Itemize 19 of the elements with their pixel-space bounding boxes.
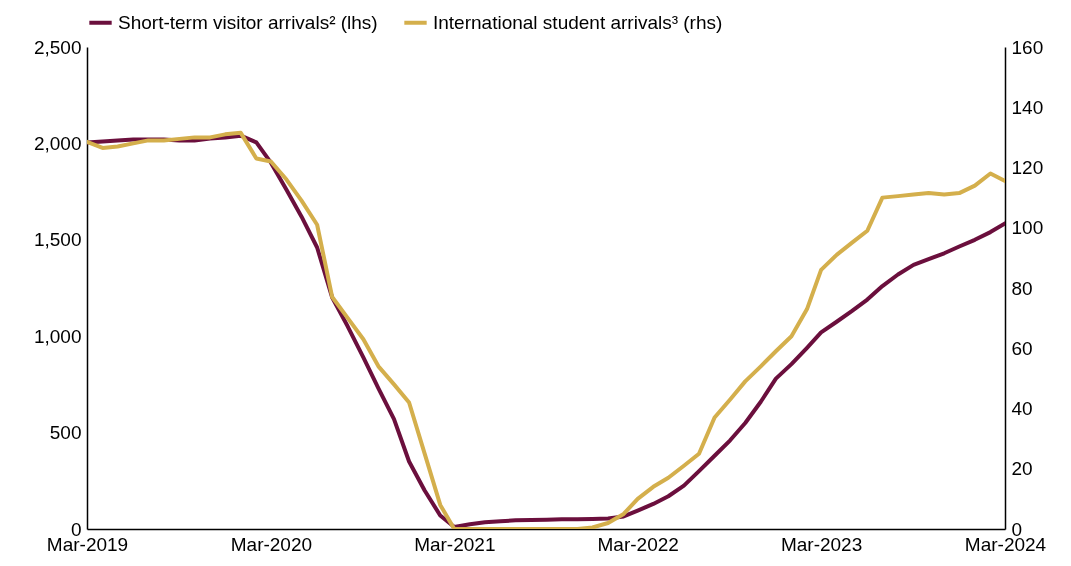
y-tick-label: 500 xyxy=(49,422,82,444)
x-tick-label: Mar-2021 xyxy=(414,533,496,555)
x-tick-label: Mar-2022 xyxy=(597,533,679,555)
x-tick-label: Mar-2020 xyxy=(230,533,313,555)
y2-tick-label: 60 xyxy=(1011,337,1033,359)
x-tick-label: Mar-2023 xyxy=(780,533,863,555)
y2-tick-label: 140 xyxy=(1011,96,1044,118)
legend-label: International student arrivals³ (rhs) xyxy=(433,11,723,33)
y-tick-label: 1,500 xyxy=(33,229,82,251)
y2-tick-label: 120 xyxy=(1011,157,1044,178)
y-tick-label: 2,000 xyxy=(33,132,82,154)
y-tick-label: 1,000 xyxy=(33,325,82,347)
y2-tick-label: 40 xyxy=(1011,398,1033,419)
y2-tick-label: 20 xyxy=(1011,458,1033,480)
y2-tick-label: 100 xyxy=(1011,217,1044,239)
y-tick-label: 2,500 xyxy=(33,36,82,58)
legend-label: Short-term visitor arrivals² (lhs) xyxy=(118,11,378,33)
y2-tick-label: 160 xyxy=(1011,36,1044,58)
y2-tick-label: 80 xyxy=(1011,277,1033,299)
